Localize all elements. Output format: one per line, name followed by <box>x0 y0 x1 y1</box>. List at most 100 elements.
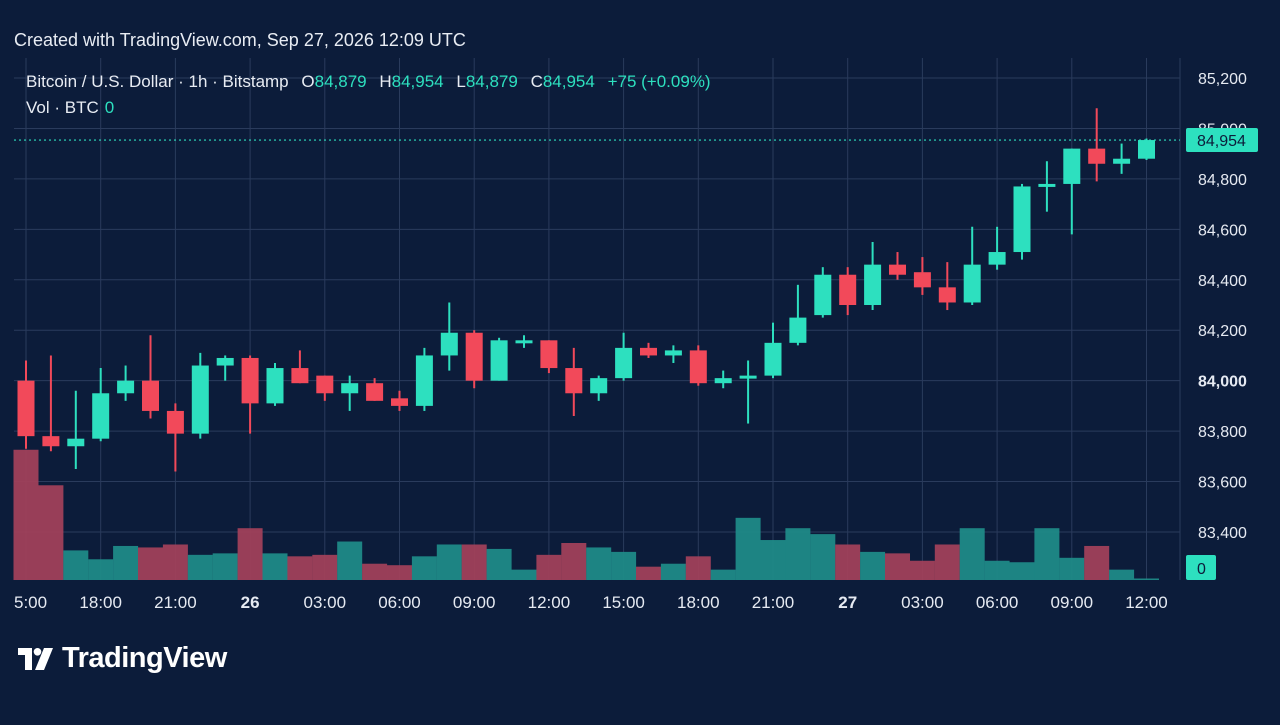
candle-body[interactable] <box>92 393 110 439</box>
candle-body[interactable] <box>565 368 583 394</box>
candle-body[interactable] <box>415 355 433 406</box>
time-axis-label: 03:00 <box>901 593 944 612</box>
chart-caption: Created with TradingView.com, Sep 27, 20… <box>14 30 466 50</box>
volume-bar <box>262 553 288 580</box>
candle-body[interactable] <box>889 264 906 275</box>
candle-body[interactable] <box>839 274 857 305</box>
candle-body[interactable] <box>590 378 608 394</box>
candle-body[interactable] <box>1063 148 1081 184</box>
price-axis-label: 84,400 <box>1198 273 1247 290</box>
volume-bar <box>1134 578 1159 580</box>
candle-body[interactable] <box>913 272 931 288</box>
close-key: C <box>530 72 543 91</box>
tradingview-logo[interactable]: TradingView <box>18 642 227 675</box>
last-volume-tag <box>1186 555 1216 580</box>
volume-bar <box>611 551 637 580</box>
candle-body[interactable] <box>191 365 209 434</box>
volume-bar <box>63 550 89 580</box>
candle-body[interactable] <box>664 350 682 356</box>
volume-bar <box>536 554 562 580</box>
candle-body[interactable] <box>1088 148 1106 164</box>
candle-body[interactable] <box>640 347 657 356</box>
volume-bar <box>835 544 861 580</box>
volume-bar <box>411 556 437 580</box>
candle-body[interactable] <box>17 380 35 437</box>
candle-body[interactable] <box>67 438 85 447</box>
candle-body[interactable] <box>341 383 359 394</box>
volume-bar <box>1009 562 1035 580</box>
volume-bar <box>162 544 188 580</box>
volume-bar <box>362 563 388 580</box>
candle-body[interactable] <box>266 368 284 404</box>
time-axis-label: 5:00 <box>14 593 47 612</box>
volume-bar <box>387 565 412 580</box>
volume-bar <box>636 566 661 580</box>
candle-body[interactable] <box>988 252 1006 265</box>
tradingview-logo-text: TradingView <box>62 642 227 674</box>
candle-body[interactable] <box>166 410 184 434</box>
time-axis-label: 12:00 <box>528 593 571 612</box>
volume-bar <box>287 556 313 580</box>
candle-body[interactable] <box>739 375 757 379</box>
candle-body[interactable] <box>515 340 533 344</box>
candle-body[interactable] <box>938 287 956 303</box>
candle-body[interactable] <box>366 383 384 401</box>
time-axis-label: 12:00 <box>1125 593 1168 612</box>
volume-bar <box>312 554 338 580</box>
candle-body[interactable] <box>814 274 832 316</box>
symbol-legend: Bitcoin / U.S. Dollar · 1h · Bitstamp O8… <box>26 72 711 92</box>
candle-body[interactable] <box>540 340 558 369</box>
time-axis-label: 15:00 <box>602 593 645 612</box>
time-axis-label: 03:00 <box>304 593 347 612</box>
candle-body[interactable] <box>142 380 159 411</box>
volume-bar <box>1084 545 1110 580</box>
candle-body[interactable] <box>391 398 408 406</box>
candle-body[interactable] <box>1038 183 1056 187</box>
volume-bar <box>138 547 163 580</box>
candle-body[interactable] <box>241 357 259 404</box>
candle-body[interactable] <box>963 264 981 303</box>
candle-body[interactable] <box>714 378 732 384</box>
candle-body[interactable] <box>440 332 458 356</box>
candle-body[interactable] <box>42 436 60 447</box>
price-axis-label: 83,400 <box>1198 525 1247 542</box>
candle-body[interactable] <box>1013 186 1031 253</box>
volume-bar <box>486 548 512 580</box>
symbol-label[interactable]: Bitcoin / U.S. Dollar · 1h · Bitstamp <box>26 72 289 91</box>
candle-body[interactable] <box>465 332 483 381</box>
candle-body[interactable] <box>117 380 135 394</box>
price-axis-label: 83,600 <box>1198 475 1247 492</box>
volume-bar <box>934 544 960 580</box>
candle-body[interactable] <box>316 375 334 394</box>
candle-body[interactable] <box>1113 158 1131 164</box>
candle-body[interactable] <box>490 340 508 381</box>
price-axis-label: 84,600 <box>1198 222 1247 239</box>
volume-bar <box>685 556 711 580</box>
volume-bar <box>436 544 462 580</box>
volume-legend: Vol · BTC 0 <box>26 98 114 118</box>
last-volume-tag-label: 0 <box>1197 561 1206 578</box>
volume-bar <box>860 551 886 580</box>
volume-bar <box>710 569 736 580</box>
price-axis-label: 85,200 <box>1198 71 1247 88</box>
volume-bar <box>760 540 786 580</box>
volume-bar <box>984 560 1010 580</box>
volume-bar <box>38 485 64 580</box>
time-axis-label: 21:00 <box>154 593 197 612</box>
volume-bar <box>212 553 238 580</box>
candle-body[interactable] <box>789 317 807 343</box>
volume-label[interactable]: Vol · BTC <box>26 98 99 117</box>
time-axis-label: 09:00 <box>1051 593 1094 612</box>
candle-body[interactable] <box>615 347 633 379</box>
candle-body[interactable] <box>764 342 782 376</box>
time-axis-label: 26 <box>241 593 260 612</box>
candle-body[interactable] <box>864 264 882 305</box>
candle-body[interactable] <box>216 357 234 366</box>
candle-body[interactable] <box>291 368 309 384</box>
candle-body[interactable] <box>1138 140 1155 159</box>
time-axis-label: 06:00 <box>378 593 421 612</box>
volume-bar <box>1034 528 1060 580</box>
candle-body[interactable] <box>689 350 707 384</box>
